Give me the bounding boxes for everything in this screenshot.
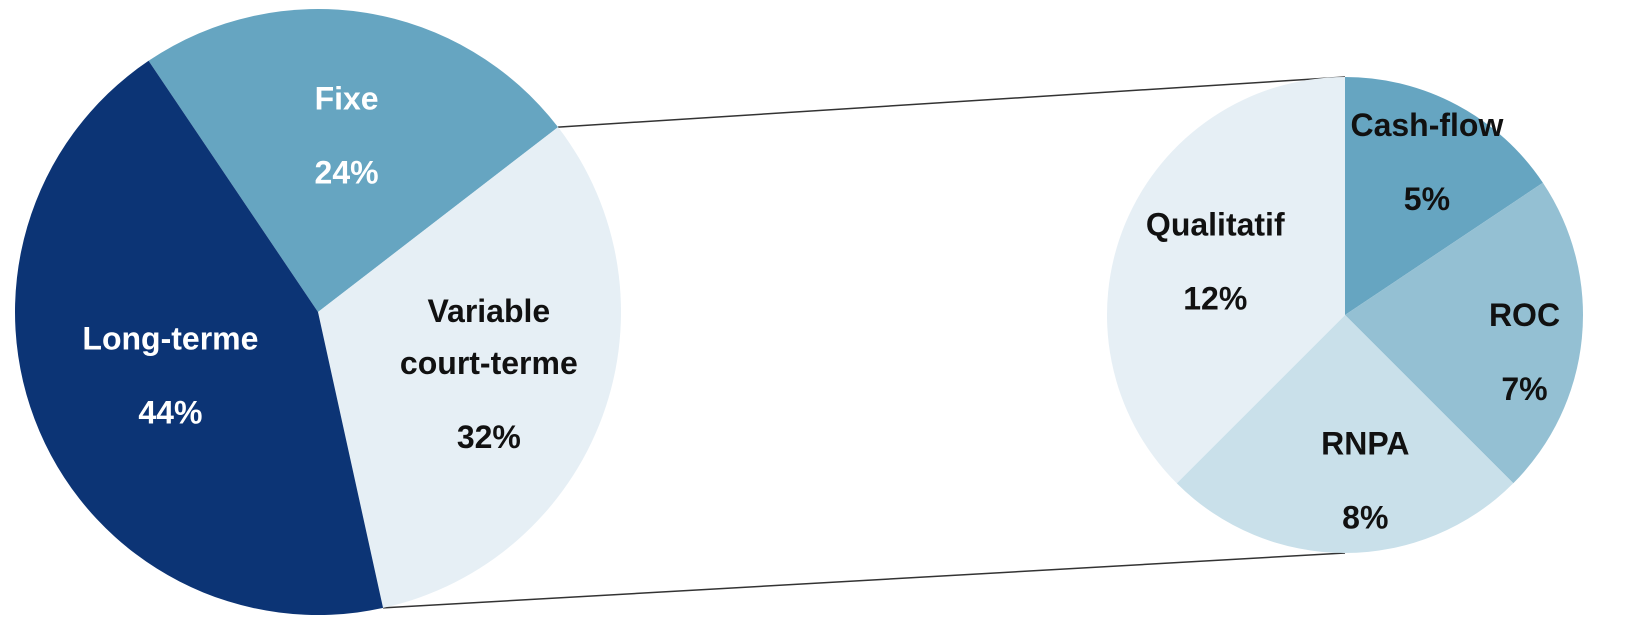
slice-value-rnpa: 8% [1342,499,1388,535]
slice-value-roc: 7% [1501,371,1547,407]
slice-label-long-terme: Long-terme [82,320,258,356]
slice-value-variable-court-terme: 32% [457,419,521,455]
pie-slice-roc [1345,182,1584,484]
slice-label-variable-court-terme: court-terme [400,345,578,381]
slice-label-rnpa: RNPA [1321,425,1409,461]
pie-slice-long-terme [15,60,384,616]
main-pie: Fixe 24% Variable court-terme 32% Long-terme 4… [15,8,622,616]
connector-line-bottom [383,552,1346,609]
secondary-pie: Cash-flow 5% ROC 7% RNPA 8% Qualitatif 12% [1107,77,1584,553]
slice-label-fixe: Fixe [315,81,379,117]
slice-value-qualitatif: 12% [1183,280,1247,316]
connector-line-top [558,76,1346,128]
pie-slice-cash-flow [1345,77,1543,315]
pie-slice-rnpa [1176,315,1514,553]
slice-label-cash-flow: Cash-flow [1350,107,1503,143]
pie-slice-fixe [148,8,559,313]
slice-value-fixe: 24% [315,155,379,191]
slice-value-cash-flow: 5% [1404,181,1450,217]
slice-value-long-terme: 44% [138,394,202,430]
slice-label-roc: ROC [1489,297,1560,333]
slice-label-qualitatif: Qualitatif [1146,206,1285,242]
pie-slice-qualitatif [1107,77,1345,484]
pie-slice-variable-court-terme [318,127,622,608]
connector-lines [383,76,1346,609]
slice-label-variable-court-terme: Variable [427,293,550,329]
